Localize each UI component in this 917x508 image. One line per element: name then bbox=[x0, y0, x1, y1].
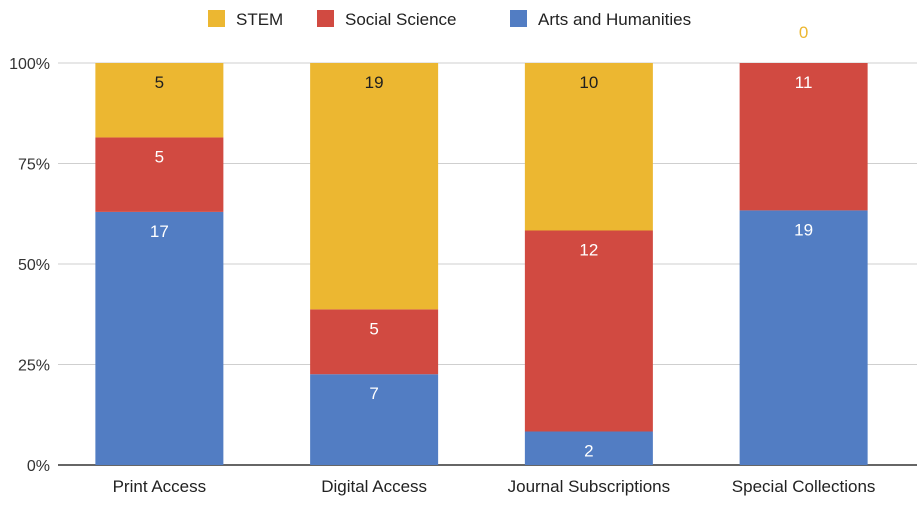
bar-segment bbox=[310, 309, 439, 375]
legend-swatch bbox=[317, 10, 334, 27]
bar-segment bbox=[524, 431, 653, 465]
data-label: 5 bbox=[155, 147, 164, 166]
bar-segment bbox=[95, 137, 224, 212]
bar-segment bbox=[310, 63, 439, 310]
legend-swatch bbox=[510, 10, 527, 27]
legend-label: Arts and Humanities bbox=[538, 10, 691, 29]
y-tick-label: 25% bbox=[18, 358, 50, 375]
y-tick-label: 0% bbox=[27, 458, 50, 475]
data-label: 11 bbox=[795, 73, 813, 92]
bar-segment bbox=[310, 374, 439, 465]
x-tick-label: Journal Subscriptions bbox=[508, 477, 671, 496]
data-label: 5 bbox=[369, 319, 378, 338]
bar-segment bbox=[524, 63, 653, 231]
data-label: 7 bbox=[369, 384, 378, 403]
data-label: 10 bbox=[579, 73, 598, 92]
data-label: 5 bbox=[155, 73, 164, 92]
x-tick-label: Digital Access bbox=[321, 477, 427, 496]
data-label: 19 bbox=[365, 73, 384, 92]
x-tick-label: Special Collections bbox=[732, 477, 876, 496]
bar-segment bbox=[739, 63, 868, 211]
legend-label: Social Science bbox=[345, 10, 457, 29]
data-label: 19 bbox=[794, 220, 813, 239]
bar-segment bbox=[739, 210, 868, 465]
y-tick-label: 50% bbox=[18, 257, 50, 274]
y-tick-label: 75% bbox=[18, 157, 50, 174]
x-tick-label: Print Access bbox=[113, 477, 207, 496]
data-label: 0 bbox=[799, 23, 808, 42]
y-tick-label: 100% bbox=[9, 56, 50, 73]
bar-segment bbox=[524, 230, 653, 432]
legend-swatch bbox=[208, 10, 225, 27]
bar-segment bbox=[95, 63, 224, 138]
bar-segment bbox=[95, 211, 224, 465]
legend-label: STEM bbox=[236, 10, 283, 29]
data-label: 17 bbox=[150, 222, 169, 241]
data-label: 2 bbox=[584, 442, 593, 461]
data-label: 12 bbox=[579, 241, 598, 260]
